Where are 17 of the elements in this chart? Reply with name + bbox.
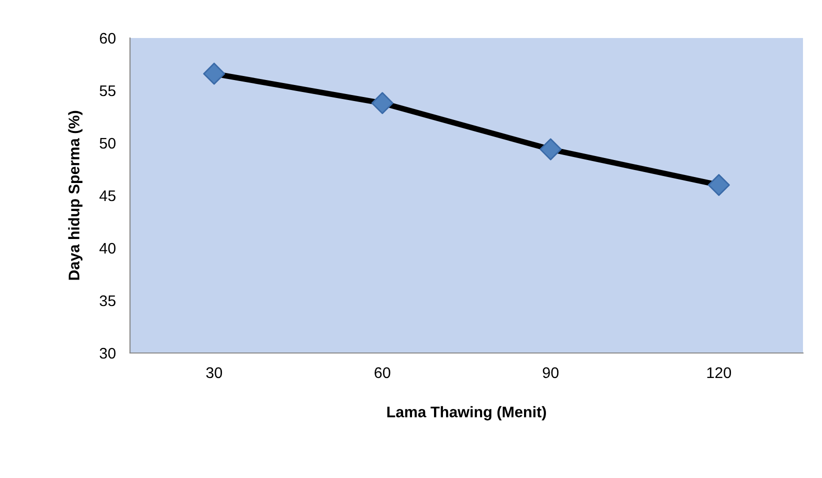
y-tick-label: 40: [99, 242, 116, 254]
y-tick-label: 60: [100, 32, 116, 44]
y-tick-label: 50: [100, 138, 116, 149]
x-tick-label: 120: [707, 367, 732, 378]
x-axis-title: Lama Thawing (Menit): [387, 406, 546, 420]
x-tick-label: 30: [206, 367, 222, 378]
x-tick-label: 90: [542, 367, 559, 378]
y-tick-label: 55: [100, 86, 116, 96]
point: [371, 92, 394, 114]
point: [708, 174, 730, 196]
y-tick-label: 30: [100, 348, 116, 359]
y-tick-label: 45: [99, 190, 116, 202]
y-axis-title: Daya hidup Sperma (%): [68, 110, 82, 280]
point: [203, 62, 226, 85]
x-tick-label: 60: [374, 367, 390, 378]
point: [540, 138, 562, 160]
y-tick-label: 35: [100, 295, 116, 306]
